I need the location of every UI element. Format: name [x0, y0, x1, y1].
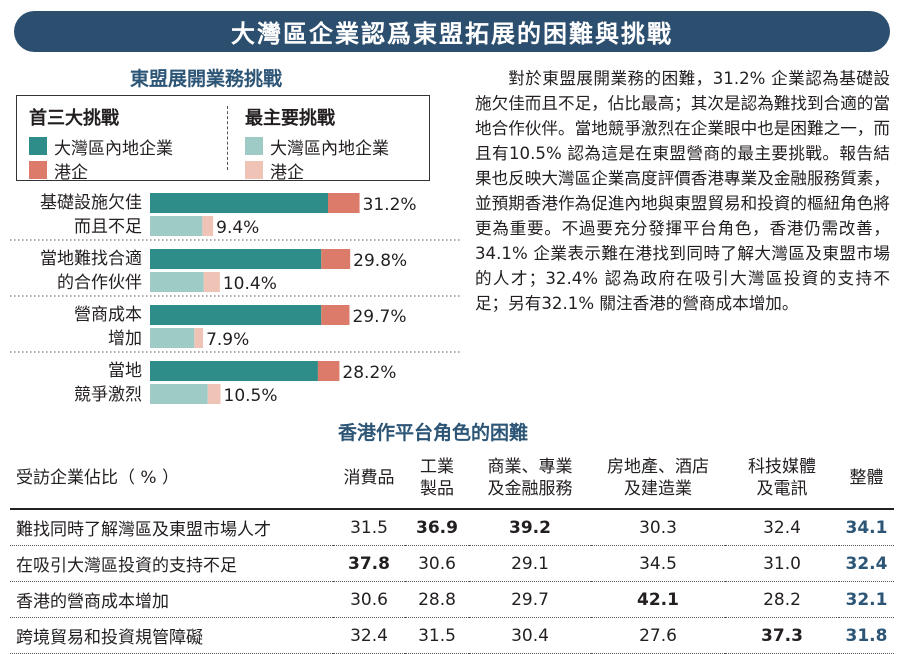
bar-main-hk	[207, 384, 221, 404]
category-label: 當地難找合適	[40, 249, 142, 269]
category-label: 增加	[108, 329, 142, 349]
data-label: 10.4%	[223, 274, 277, 294]
bar-top3-hk	[321, 305, 350, 325]
legend-divider	[227, 106, 228, 170]
bar-main-hk	[203, 272, 220, 292]
column-header: 科技媒體 及電訊	[725, 448, 839, 510]
page-title: 大灣區企業認爲東盟拓展的困難與挑戰	[231, 20, 673, 48]
bar-main-gba	[150, 384, 208, 404]
table-cell-overall: 32.1	[839, 581, 894, 618]
data-label: 7.9%	[206, 330, 249, 350]
legend-top3-heading: 首三大挑戰	[29, 108, 119, 129]
table-cell: 30.6	[405, 545, 469, 582]
row-header: 受訪企業佔比（ % ）	[10, 448, 333, 510]
title-banner: 大灣區企業認爲東盟拓展的困難與挑戰	[14, 11, 890, 52]
table-cell: 30.3	[591, 509, 725, 546]
table-cell: 42.1	[591, 581, 725, 618]
table-cell: 28.2	[725, 581, 839, 618]
table-title: 香港作平台角色的困難	[338, 422, 529, 444]
table-header-row: 受訪企業佔比（ % ） 消費品 工業 製品 商業、專業 及金融服務 房地產、酒店 及建…	[10, 448, 894, 510]
table-cell: 32.4	[333, 617, 405, 654]
table-cell: 34.5	[591, 545, 725, 582]
platform-difficulty-table: 受訪企業佔比（ % ） 消費品 工業 製品 商業、專業 及金融服務 房地產、酒店 及建…	[10, 448, 894, 654]
data-label: 31.2%	[363, 195, 417, 215]
category-label: 競爭激烈	[74, 385, 142, 405]
bar-top3-gba	[150, 305, 322, 325]
bar-main-gba	[150, 272, 204, 292]
column-header: 房地產、酒店 及建造業	[591, 448, 725, 510]
table-cell: 29.7	[469, 581, 591, 618]
legend-main-group: 最主要挑戰 大灣區內地企業 港企	[245, 104, 389, 183]
bar-main-gba	[150, 328, 195, 348]
legend-label: 大灣區內地企業	[54, 138, 173, 159]
legend-label: 港企	[54, 162, 88, 183]
table-cell: 30.6	[333, 581, 405, 618]
table-cell: 31.5	[333, 509, 405, 546]
table-cell: 36.9	[405, 509, 469, 546]
table-cell: 30.4	[469, 617, 591, 654]
table-cell: 28.8	[405, 581, 469, 618]
table-row: 跨境貿易和投資規管障礙 32.4 31.5 30.4 27.6 37.3 31.8	[10, 617, 894, 654]
legend-main-heading: 最主要挑戰	[245, 108, 335, 129]
legend-label: 大灣區內地企業	[270, 138, 389, 159]
table-cell: 29.1	[469, 545, 591, 582]
bar-top3-gba	[150, 249, 322, 269]
data-label: 28.2%	[342, 363, 396, 383]
data-label: 29.7%	[352, 307, 406, 327]
table-cell-overall: 32.4	[839, 545, 894, 582]
bar-top3-hk	[321, 249, 351, 269]
table-cell-overall: 31.8	[839, 617, 894, 654]
column-header: 消費品	[333, 448, 405, 510]
data-label: 9.4%	[216, 218, 259, 238]
bar-main-gba	[150, 216, 203, 236]
data-label: 29.8%	[353, 251, 407, 271]
article-paragraph: 對於東盟展開業務的困難，31.2% 企業認為基礎設施欠佳而且不足，佔比最高；其次…	[475, 69, 890, 313]
legend-top3-group: 首三大挑戰 大灣區內地企業 港企	[29, 104, 173, 183]
bar-top3-gba	[150, 361, 318, 381]
table-cell: 39.2	[469, 509, 591, 546]
category-label: 營商成本	[74, 305, 142, 325]
table-cell: 37.8	[333, 545, 405, 582]
legend-swatch-main-hk	[245, 161, 263, 179]
bar-top3-gba	[150, 193, 328, 213]
category-label: 基礎設施欠佳	[40, 193, 142, 213]
table-row: 香港的營商成本增加 30.6 28.8 29.7 42.1 28.2 32.1	[10, 581, 894, 618]
legend-swatch-top3-gba	[29, 137, 47, 155]
row-label: 難找同時了解灣區及東盟市場人才	[10, 509, 333, 546]
table-cell: 31.0	[725, 545, 839, 582]
table-cell-overall: 34.1	[839, 509, 894, 546]
bar-top3-hk	[317, 361, 340, 381]
legend-item-top3-gba: 大灣區內地企業	[29, 134, 173, 159]
table-cell: 37.3	[725, 617, 839, 654]
legend-swatch-top3-hk	[29, 161, 47, 179]
legend-swatch-main-gba	[245, 137, 263, 155]
category-label: 而且不足	[74, 217, 142, 237]
bar-top3-hk	[328, 193, 360, 213]
table-cell: 27.6	[591, 617, 725, 654]
category-label: 當地	[108, 361, 142, 381]
table-row: 難找同時了解灣區及東盟市場人才 31.5 36.9 39.2 30.3 32.4 34.1	[10, 509, 894, 546]
bar-main-hk	[194, 328, 204, 348]
column-header: 整體	[839, 448, 894, 510]
data-label: 10.5%	[224, 386, 278, 406]
category-label: 的合作伙伴	[57, 273, 142, 293]
row-label: 香港的營商成本增加	[10, 581, 333, 618]
row-label: 在吸引大灣區投資的支持不足	[10, 545, 333, 582]
column-header: 商業、專業 及金融服務	[469, 448, 591, 510]
legend-item-main-gba: 大灣區內地企業	[245, 134, 389, 159]
chart-title: 東盟展開業務挑戰	[130, 68, 283, 90]
legend-item-main-hk: 港企	[245, 158, 389, 183]
bar-main-hk	[202, 216, 214, 236]
legend-label: 港企	[270, 162, 304, 183]
legend-item-top3-hk: 港企	[29, 158, 173, 183]
table-row: 在吸引大灣區投資的支持不足 37.8 30.6 29.1 34.5 31.0 32.4	[10, 545, 894, 582]
row-label: 跨境貿易和投資規管障礙	[10, 617, 333, 654]
column-header: 工業 製品	[405, 448, 469, 510]
table-cell: 31.5	[405, 617, 469, 654]
table-cell: 32.4	[725, 509, 839, 546]
chart-legend: 首三大挑戰 大灣區內地企業 港企 最主要挑戰 大灣區內地企業 港企	[16, 95, 430, 183]
